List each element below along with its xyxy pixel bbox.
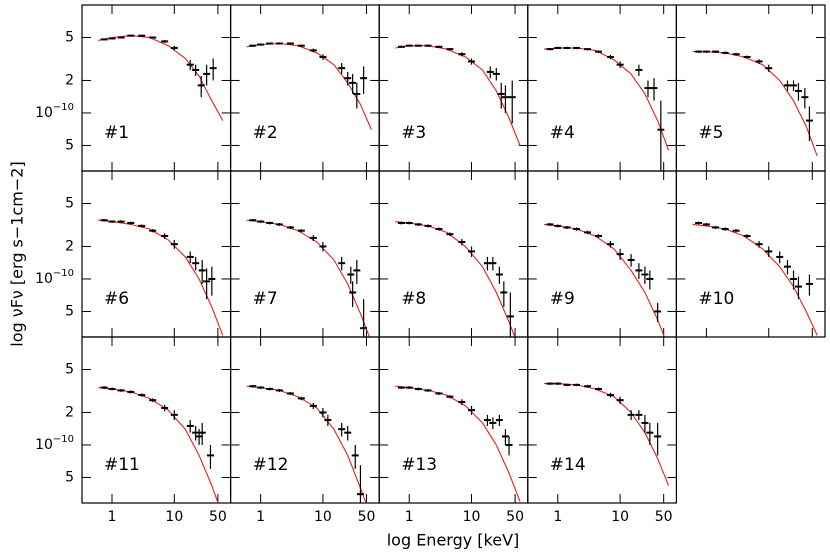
- panel: #12: [230, 336, 380, 504]
- panel: #2: [230, 4, 380, 172]
- y-tick-label: 10−10: [35, 102, 74, 121]
- panel-frame: [81, 4, 232, 172]
- panel: #14: [527, 336, 677, 504]
- x-tick-label: 1: [256, 509, 265, 525]
- x-tick-label: 10: [611, 509, 629, 525]
- panel: #10: [675, 170, 826, 338]
- model-curve: [246, 219, 371, 337]
- panel-label: #13: [401, 455, 437, 475]
- y-tick-label: 2: [65, 238, 74, 254]
- y-tick-label-exponent: −10: [53, 102, 74, 113]
- panel-label: #1: [104, 123, 129, 143]
- x-tick-label: 50: [506, 509, 524, 525]
- y-axis-label: log νFν [erg s−1cm−2]: [8, 161, 27, 346]
- panel-label: #7: [253, 289, 278, 309]
- x-tick-label: 50: [655, 509, 673, 525]
- x-tick-label: 1: [553, 509, 562, 525]
- y-tick-label: 5: [65, 29, 74, 45]
- panel-label: #3: [401, 123, 426, 143]
- x-tick-label: 50: [209, 509, 227, 525]
- panel-label: #4: [550, 123, 575, 143]
- x-axis-label: log Energy [keV]: [387, 531, 520, 550]
- panel-frame: [675, 170, 826, 338]
- panel-frame: [378, 336, 529, 504]
- y-tick-label: 2: [65, 404, 74, 420]
- x-tick-label: 10: [165, 509, 183, 525]
- y-tick-label-base: 10: [35, 271, 53, 287]
- panel-label: #14: [550, 455, 586, 475]
- x-tick-label: 10: [314, 509, 332, 525]
- x-tick-label: 10: [463, 509, 481, 525]
- panel-label: #11: [104, 455, 140, 475]
- model-curve: [246, 385, 367, 503]
- panel: #6: [81, 170, 232, 338]
- y-tick-label-base: 10: [35, 105, 53, 121]
- panel: #4: [527, 4, 677, 172]
- y-tick-label-base: 10: [35, 437, 53, 453]
- panel: #11: [81, 336, 232, 504]
- panel-label: #12: [253, 455, 289, 475]
- y-tick-label: 5: [65, 137, 74, 153]
- y-tick-label: 5: [65, 195, 74, 211]
- panel-label: #8: [401, 289, 426, 309]
- panel-label: #10: [698, 289, 734, 309]
- y-tick-label: 5: [65, 303, 74, 319]
- model-curve: [98, 387, 219, 503]
- panel-frame: [527, 336, 677, 504]
- panel-label: #5: [698, 123, 723, 143]
- panel-frame: [675, 4, 826, 172]
- model-curve: [395, 221, 516, 337]
- y-tick-label: 2: [65, 72, 74, 88]
- panel-label: #6: [104, 289, 129, 309]
- panel: #8: [378, 170, 529, 338]
- y-tick-label: 10−10: [35, 268, 74, 287]
- panel-frame: [378, 170, 529, 338]
- model-curve: [98, 219, 224, 336]
- panel: #5: [675, 4, 826, 172]
- panel: #7: [230, 170, 380, 338]
- panel-frame: [81, 170, 232, 338]
- x-tick-label: 50: [358, 509, 376, 525]
- model-curve: [395, 385, 521, 502]
- panel-label: #2: [253, 123, 278, 143]
- model-curve: [98, 35, 224, 121]
- panel: #3: [378, 4, 529, 172]
- x-tick-label: 1: [108, 509, 117, 525]
- panel-label: #9: [550, 289, 575, 309]
- y-tick-label: 10−10: [35, 434, 74, 453]
- panel-frame: [230, 170, 380, 338]
- panel: #9: [527, 170, 677, 338]
- y-tick-label-exponent: −10: [53, 268, 74, 279]
- x-tick-label: 1: [405, 509, 414, 525]
- y-tick-label: 5: [65, 361, 74, 377]
- panel: #1: [81, 4, 232, 172]
- panel: #13: [378, 336, 529, 504]
- y-tick-label: 5: [65, 469, 74, 485]
- y-tick-label-exponent: −10: [53, 434, 74, 445]
